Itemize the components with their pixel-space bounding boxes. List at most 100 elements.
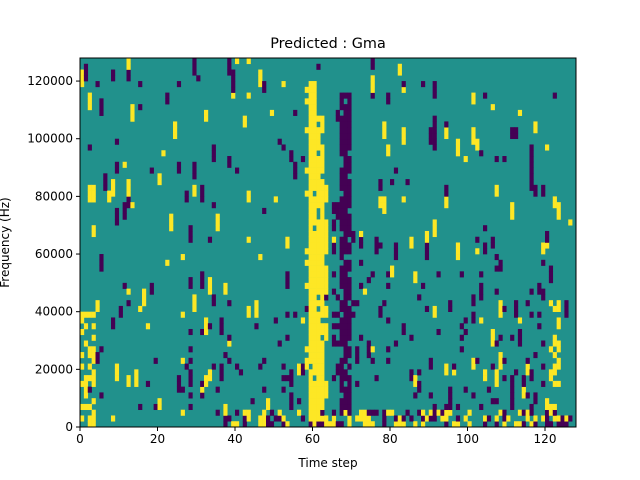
heatmap-cell xyxy=(331,409,337,416)
heatmap-cell xyxy=(393,340,399,347)
heatmap-cell xyxy=(83,403,89,411)
heatmap-cell xyxy=(343,184,348,191)
heatmap-cell xyxy=(312,380,317,387)
heatmap-cell xyxy=(347,392,352,399)
heatmap-cell xyxy=(83,380,89,387)
heatmap-cell xyxy=(463,317,468,324)
heatmap-cell xyxy=(204,323,209,330)
heatmap-cell xyxy=(180,386,185,393)
heatmap-cell xyxy=(339,138,344,145)
heatmap-cell xyxy=(87,311,92,318)
heatmap-cell xyxy=(99,259,104,266)
heatmap-cell xyxy=(339,277,344,284)
heatmap-cell xyxy=(320,386,325,393)
heatmap-cell xyxy=(459,323,464,330)
heatmap-cell xyxy=(324,294,329,301)
heatmap-cell xyxy=(188,282,193,289)
heatmap-cell xyxy=(401,132,406,140)
heatmap-cell xyxy=(312,386,317,393)
heatmap-cell xyxy=(428,138,433,145)
heatmap-cell xyxy=(316,202,321,209)
heatmap-cell xyxy=(207,369,213,376)
heatmap-cell xyxy=(355,300,360,307)
heatmap-cell xyxy=(347,213,352,220)
heatmap-cell xyxy=(262,81,267,88)
heatmap-cell xyxy=(320,363,325,370)
heatmap-cell xyxy=(269,421,275,428)
heatmap-cell xyxy=(440,409,445,416)
heatmap-cell xyxy=(320,346,325,353)
heatmap-cell xyxy=(343,242,348,249)
heatmap-cell xyxy=(448,305,453,312)
heatmap-cell xyxy=(308,132,313,140)
heatmap-cell xyxy=(556,421,561,428)
heatmap-cell xyxy=(87,386,92,393)
heatmap-cell xyxy=(91,225,96,232)
heatmap-cell xyxy=(455,415,461,422)
heatmap-cell xyxy=(320,179,325,186)
heatmap-cell xyxy=(285,375,290,382)
heatmap-cell xyxy=(83,340,89,347)
heatmap-cell xyxy=(304,127,309,134)
heatmap-cell xyxy=(227,161,232,168)
heatmap-cell xyxy=(494,265,499,272)
y-tick-label: 40000 xyxy=(35,305,73,319)
heatmap-cell xyxy=(308,230,313,238)
heatmap-cell xyxy=(552,305,557,312)
heatmap-cell xyxy=(343,190,348,197)
heatmap-cell xyxy=(192,167,197,174)
heatmap-cell xyxy=(529,150,534,157)
heatmap-cell xyxy=(448,398,453,405)
heatmap-cell xyxy=(266,421,271,428)
heatmap-cell xyxy=(122,161,127,168)
heatmap-cell xyxy=(99,346,104,353)
heatmap-cell xyxy=(312,202,317,209)
heatmap-cell xyxy=(347,242,352,249)
heatmap-cell xyxy=(126,69,131,76)
heatmap-cell xyxy=(331,288,337,295)
heatmap-cell xyxy=(382,132,387,140)
heatmap-cell xyxy=(351,230,356,238)
heatmap-cell xyxy=(347,109,352,116)
heatmap-cell xyxy=(335,369,340,376)
heatmap-cell xyxy=(370,92,375,99)
heatmap-cell xyxy=(320,115,325,122)
heatmap-cell xyxy=(455,138,461,145)
heatmap-cell xyxy=(111,415,116,422)
heatmap-cell xyxy=(320,375,325,382)
heatmap-cell xyxy=(192,294,197,301)
heatmap-cell xyxy=(366,277,371,284)
heatmap-cell xyxy=(99,265,104,272)
heatmap-cell xyxy=(126,300,131,307)
heatmap-cell xyxy=(432,415,437,422)
heatmap-cell xyxy=(339,375,344,382)
heatmap-cell xyxy=(347,190,352,197)
heatmap-cell xyxy=(308,127,313,134)
heatmap-cell xyxy=(510,380,515,387)
plot-frame xyxy=(79,57,577,428)
heatmap-cell xyxy=(87,421,92,428)
heatmap-cell xyxy=(432,115,437,122)
heatmap-cell xyxy=(308,115,313,122)
heatmap-cell xyxy=(514,421,519,428)
heatmap-cell xyxy=(289,392,294,399)
heatmap-cell xyxy=(316,132,321,140)
heatmap-cell xyxy=(490,328,495,336)
heatmap-cell xyxy=(308,190,313,197)
heatmap-cell xyxy=(320,305,325,312)
heatmap-cell xyxy=(541,288,546,295)
heatmap-cell xyxy=(169,219,174,226)
heatmap-cell xyxy=(359,259,364,266)
heatmap-cell xyxy=(316,369,321,376)
heatmap-cell xyxy=(343,115,348,122)
heatmap-cell xyxy=(312,392,317,399)
heatmap-cell xyxy=(347,138,352,145)
heatmap-cell xyxy=(258,254,263,261)
heatmap-cell xyxy=(331,334,337,341)
heatmap-cell xyxy=(494,398,499,405)
heatmap-cell xyxy=(324,196,329,203)
heatmap-cell xyxy=(157,179,162,186)
heatmap-cell xyxy=(91,375,96,382)
heatmap-cell xyxy=(312,415,317,422)
heatmap-cell xyxy=(324,334,329,341)
